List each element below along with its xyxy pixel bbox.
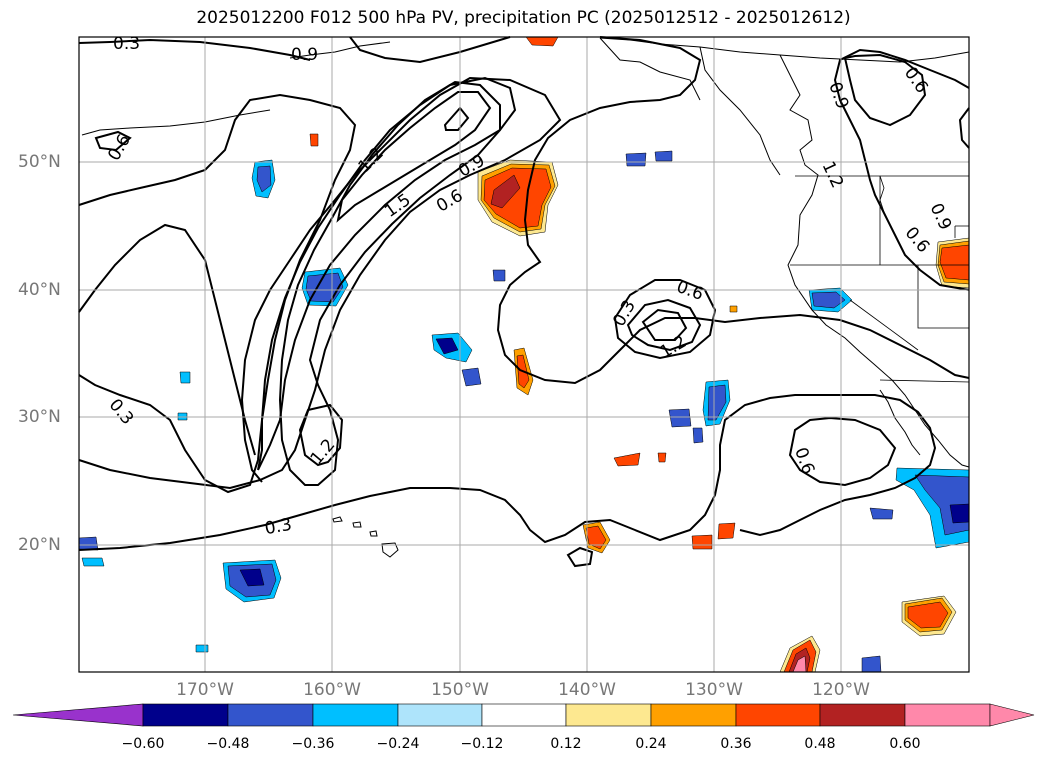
colorbar-extend-min xyxy=(12,703,144,727)
colorbar-tick-label: 0.48 xyxy=(804,736,836,752)
pv-contours xyxy=(78,36,970,568)
colorbar-tick-label: −0.24 xyxy=(376,736,420,752)
colorbar-swatch xyxy=(312,703,399,727)
map-panel: 0.3 0.9 0.6 1.2 1.5 0.9 0.6 0.9 0.6 1.2 … xyxy=(78,34,970,673)
colorbar-tick-label: −0.36 xyxy=(291,736,335,752)
lat-label: 50°N xyxy=(18,152,61,172)
colorbar-tick-label: 0.12 xyxy=(550,736,582,752)
colorbar-swatch xyxy=(565,703,652,727)
lat-label: 30°N xyxy=(18,407,61,427)
colorbar-swatch xyxy=(481,703,567,727)
negative-precip-fills xyxy=(78,150,970,673)
colorbar-swatch xyxy=(819,703,906,727)
colorbar-swatch xyxy=(397,703,483,727)
lon-label: 130°W xyxy=(685,680,743,700)
lon-label: 140°W xyxy=(558,680,616,700)
map-title: 2025012200 F012 500 hPa PV, precipitatio… xyxy=(196,8,851,28)
contour-label: 0.9 xyxy=(291,45,318,65)
map-frame xyxy=(78,36,970,673)
colorbar-swatch xyxy=(735,703,821,727)
colorbar-tick-label: −0.12 xyxy=(460,736,504,752)
political-borders xyxy=(790,175,970,383)
lon-label: 170°W xyxy=(176,680,234,700)
positive-precip-fills xyxy=(309,36,970,673)
colorbar-tick-label: 0.36 xyxy=(720,736,752,752)
colorbar-swatch xyxy=(904,703,991,727)
colorbar xyxy=(12,703,1035,727)
colorbar-tick-label: 0.60 xyxy=(889,736,921,752)
colorbar-swatch xyxy=(650,703,737,727)
contour-label: 0.3 xyxy=(113,34,140,54)
contour-label: 0.3 xyxy=(263,515,293,539)
colorbar-swatch xyxy=(142,703,229,727)
lon-label: 120°W xyxy=(812,680,870,700)
graticule xyxy=(79,37,969,672)
lon-label: 160°W xyxy=(303,680,361,700)
lat-label: 20°N xyxy=(18,535,61,555)
lat-label: 40°N xyxy=(18,280,61,300)
colorbar-tick-label: 0.24 xyxy=(635,736,667,752)
lon-label: 150°W xyxy=(431,680,489,700)
hawaiian-islands xyxy=(332,516,399,558)
colorbar-swatch xyxy=(227,703,314,727)
colorbar-extend-max xyxy=(989,703,1035,727)
colorbar-tick-label: −0.60 xyxy=(121,736,165,752)
colorbar-tick-label: −0.48 xyxy=(206,736,250,752)
